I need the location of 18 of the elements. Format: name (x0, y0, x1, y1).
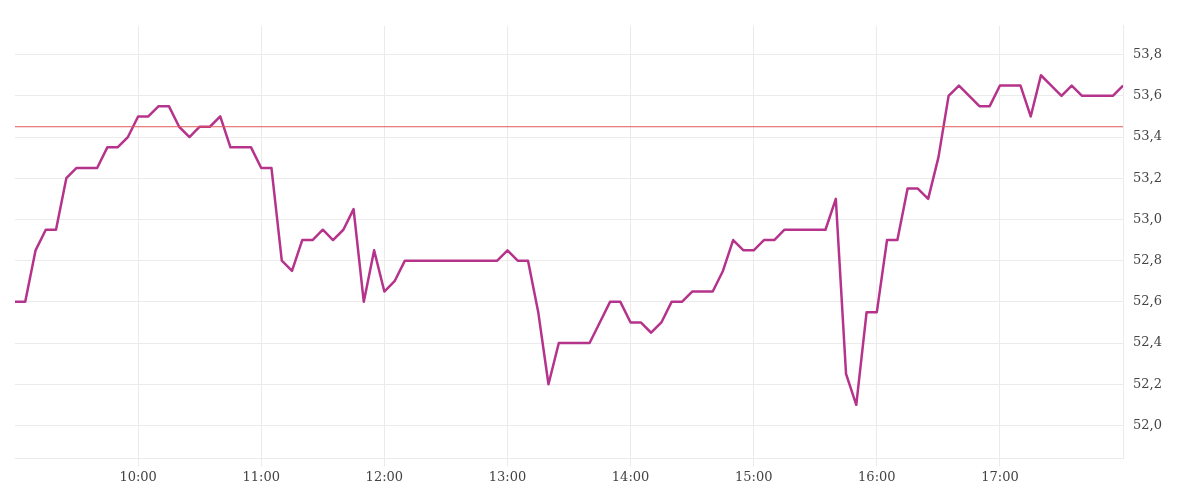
y-tick-label: 53,8 (1133, 46, 1163, 62)
x-tick-label: 14:00 (611, 468, 650, 484)
x-tick-label: 17:00 (981, 468, 1019, 484)
y-tick-label: 53,6 (1133, 87, 1163, 103)
y-tick-label: 53,2 (1133, 169, 1163, 185)
y-tick-label: 53,0 (1133, 210, 1163, 226)
y-tick-label: 52,8 (1133, 252, 1163, 268)
x-tick-label: 15:00 (734, 468, 773, 484)
x-tick-label: 16:00 (858, 468, 896, 484)
y-tick-label: 52,0 (1133, 416, 1163, 432)
y-tick-label: 52,4 (1133, 334, 1163, 350)
x-tick-label: 11:00 (242, 468, 280, 484)
y-tick-label: 53,4 (1133, 128, 1163, 144)
y-tick-label: 52,6 (1133, 293, 1163, 309)
x-tick-label: 12:00 (365, 468, 404, 484)
x-tick-label: 13:00 (488, 468, 527, 484)
y-tick-label: 52,2 (1133, 375, 1163, 391)
x-tick-label: 10:00 (119, 468, 157, 484)
